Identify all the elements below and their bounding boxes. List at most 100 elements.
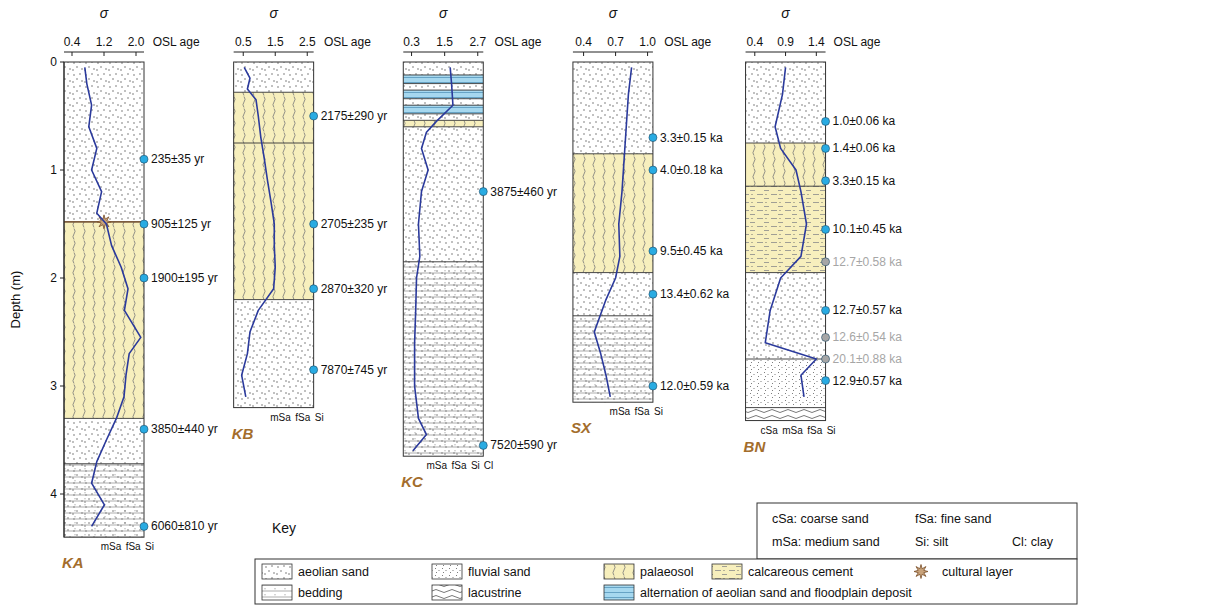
layer [234, 300, 314, 408]
layer-boundary [746, 186, 826, 187]
panel-title: KC [401, 473, 424, 490]
layer [573, 154, 653, 273]
key-swatch [604, 585, 634, 600]
panel: 0.40.71.0σOSL age3.3±0.15 ka4.0±0.18 ka9… [571, 5, 730, 436]
layer [746, 143, 826, 186]
osl-sample [822, 117, 830, 125]
plot-area [413, 67, 453, 450]
layer-boundary [234, 143, 314, 144]
y-tick [60, 62, 64, 63]
layer-boundary [403, 261, 483, 262]
layer [403, 84, 483, 90]
x-axis-title: σ [100, 5, 109, 21]
osl-sample [310, 366, 318, 374]
abbreviation: fSa: fine sand [915, 512, 991, 526]
age-header: OSL age [664, 35, 711, 49]
osl-sample [822, 377, 830, 385]
panel-title: KA [62, 554, 84, 571]
grain-size-label: mSa [610, 406, 631, 417]
x-tick [307, 52, 308, 56]
layer [746, 408, 826, 421]
grain-size-label: cSa [761, 425, 779, 436]
osl-age-label: 235±35 yr [151, 152, 204, 166]
layer [64, 222, 144, 419]
grain-size-label: Si [315, 412, 324, 423]
layer [403, 120, 483, 126]
osl-sample [649, 290, 657, 298]
osl-age-label: 3850±440 yr [151, 422, 218, 436]
layer [573, 273, 653, 316]
osl-age-label: 4.0±0.18 ka [660, 163, 723, 177]
grain-size-label: fSa [635, 406, 650, 417]
osl-age-label: 3.3±0.15 ka [833, 174, 896, 188]
layer-boundary [573, 315, 653, 316]
age-header: OSL age [153, 35, 200, 49]
layer [64, 62, 144, 222]
osl-age-label: 6060±810 yr [151, 519, 218, 533]
layer [573, 316, 653, 402]
layer-boundary [403, 83, 483, 84]
y-tick [60, 494, 64, 495]
grain-size-label: Cl [484, 460, 493, 471]
osl-age-label: 12.7±0.58 ka [833, 255, 903, 269]
osl-age-label: 13.4±0.62 ka [660, 287, 730, 301]
layer-boundary [403, 120, 483, 121]
column-outline [403, 62, 483, 456]
osl-sample [822, 306, 830, 314]
x-axis-title: σ [781, 5, 790, 21]
key-label: bedding [298, 586, 343, 600]
osl-sample [822, 333, 830, 341]
x-tick-label: 2.5 [299, 35, 316, 49]
x-tick [72, 52, 73, 56]
layer [234, 62, 314, 92]
x-tick-label: 2.0 [128, 35, 145, 49]
osl-sample [140, 522, 148, 530]
osl-age-label: 2870±320 yr [321, 282, 388, 296]
x-tick-label: 0.5 [235, 35, 252, 49]
sigma-line [242, 67, 276, 396]
x-axis-title: σ [269, 5, 278, 21]
osl-age-label: 1900±195 yr [151, 271, 218, 285]
layer-boundary [746, 143, 826, 144]
key: KeycSa: coarse sandfSa: fine sandmSa: me… [255, 503, 1077, 604]
layer [64, 464, 144, 537]
key-swatch [712, 564, 742, 579]
osl-sample [479, 441, 487, 449]
x-tick-label: 0.3 [403, 35, 420, 49]
osl-age-label: 7870±745 yr [321, 363, 388, 377]
key-label: cultural layer [942, 565, 1013, 579]
x-axis-title: σ [609, 5, 618, 21]
x-tick-label: 0.9 [777, 35, 794, 49]
x-tick [243, 52, 244, 56]
y-tick-label: 0 [50, 55, 57, 69]
key-label: calcareous cement [748, 565, 853, 579]
x-tick-label: 0.7 [607, 35, 624, 49]
layer [746, 273, 826, 359]
column-outline [573, 62, 653, 402]
osl-sample [310, 220, 318, 228]
panel-title: KB [232, 425, 254, 442]
x-tick [275, 52, 276, 56]
x-tick-label: 0.4 [64, 35, 81, 49]
key-swatch [262, 585, 292, 600]
panel-title: BN [744, 438, 767, 455]
y-tick [60, 278, 64, 279]
key-swatch [432, 564, 462, 579]
layer [403, 90, 483, 99]
y-tick-label: 1 [50, 163, 57, 177]
x-tick [444, 52, 445, 56]
x-axis-title: σ [439, 5, 448, 21]
osl-sample [140, 155, 148, 163]
layer [403, 99, 483, 105]
plot-area [594, 67, 631, 396]
layer [234, 92, 314, 143]
x-tick [754, 52, 755, 56]
abbreviation: mSa: medium sand [772, 535, 880, 549]
layer-boundary [746, 407, 826, 408]
osl-sample [822, 225, 830, 233]
osl-age-label: 20.1±0.88 ka [833, 352, 903, 366]
grain-size-label: Si [827, 425, 836, 436]
x-tick [785, 52, 786, 56]
age-header: OSL age [324, 35, 371, 49]
x-tick [104, 52, 105, 56]
